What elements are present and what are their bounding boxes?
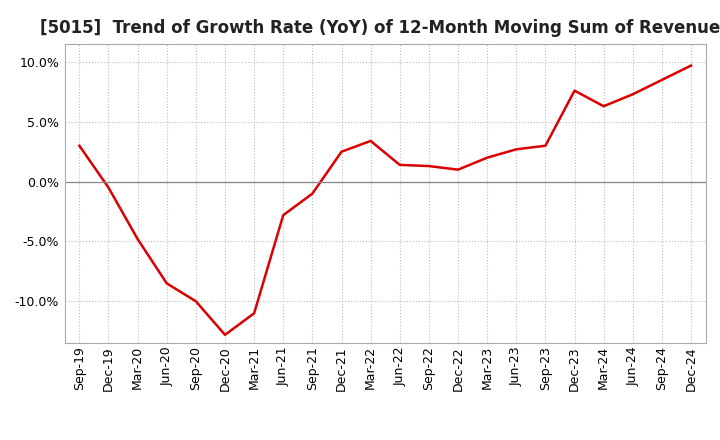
Title: [5015]  Trend of Growth Rate (YoY) of 12-Month Moving Sum of Revenues: [5015] Trend of Growth Rate (YoY) of 12-…: [40, 19, 720, 37]
